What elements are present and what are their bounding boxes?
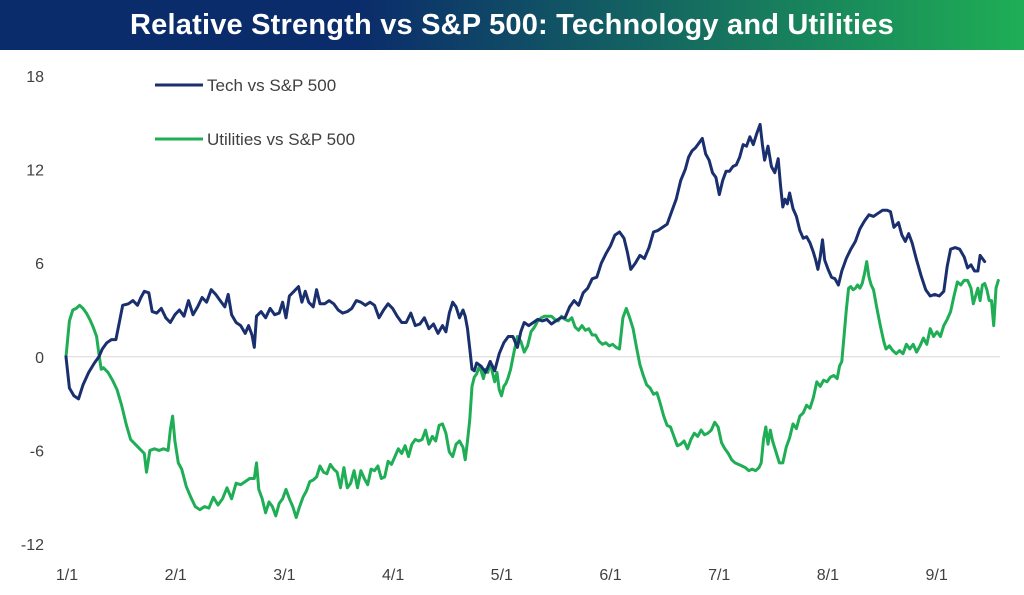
x-tick-label: 1/1 <box>56 567 78 584</box>
series-lines <box>64 122 1000 519</box>
y-tick-label: 6 <box>35 256 44 273</box>
x-tick-label: 6/1 <box>599 567 621 584</box>
y-axis-ticks: 18 12 6 0 -6 -12 <box>21 69 44 554</box>
legend-label: Utilities vs S&P 500 <box>207 130 355 149</box>
y-tick-label: 18 <box>26 69 44 86</box>
legend: Tech vs S&P 500 Utilities vs S&P 500 <box>155 76 355 149</box>
y-tick-label: -12 <box>21 537 44 554</box>
x-axis-ticks: 1/1 2/1 3/1 4/1 5/1 6/1 7/1 8/1 9/1 <box>56 567 948 584</box>
x-tick-label: 4/1 <box>382 567 404 584</box>
x-tick-label: 8/1 <box>817 567 839 584</box>
legend-label: Tech vs S&P 500 <box>207 76 336 95</box>
x-tick-label: 3/1 <box>273 567 295 584</box>
y-tick-label: 12 <box>26 163 44 180</box>
x-tick-label: 2/1 <box>165 567 187 584</box>
x-tick-label: 7/1 <box>708 567 730 584</box>
x-tick-label: 9/1 <box>925 567 947 584</box>
x-tick-label: 5/1 <box>491 567 513 584</box>
tech-series-line <box>64 122 987 401</box>
chart-title: Relative Strength vs S&P 500: Technology… <box>130 8 894 41</box>
y-tick-label: -6 <box>30 443 44 460</box>
chart-title-banner: Relative Strength vs S&P 500: Technology… <box>0 0 1024 50</box>
utilities-series-line <box>64 260 1000 519</box>
y-tick-label: 0 <box>35 350 44 367</box>
